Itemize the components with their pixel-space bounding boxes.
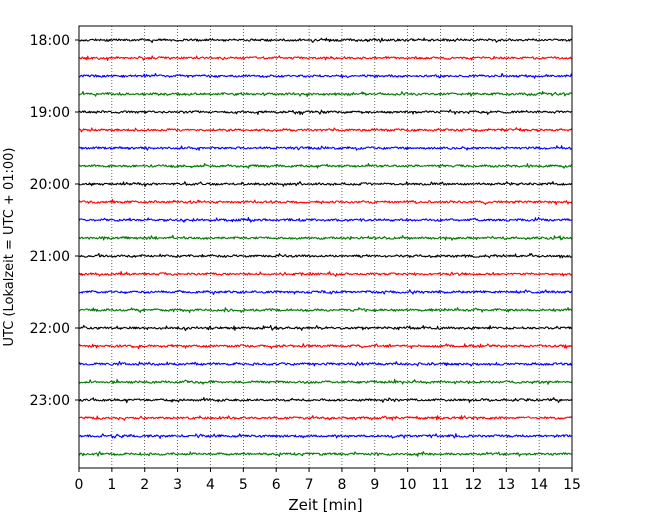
x-tick-label: 7 <box>305 477 314 493</box>
seismogram-trace <box>78 90 573 97</box>
seismogram-trace <box>78 216 573 223</box>
seismogram-trace <box>78 270 573 277</box>
x-tick-label: 13 <box>497 477 515 493</box>
x-tick-label: 10 <box>399 477 417 493</box>
y-tick-label: 18:00 <box>30 33 70 49</box>
seismogram-trace <box>78 289 573 296</box>
seismogram-trace <box>78 451 573 457</box>
seismogram-trace <box>78 109 573 116</box>
x-tick-label: 4 <box>206 477 215 493</box>
x-tick-label: 2 <box>140 477 149 493</box>
seismogram-trace <box>78 37 573 44</box>
x-tick-label: 12 <box>464 477 482 493</box>
y-tick-label: 21:00 <box>30 249 70 265</box>
seismogram-trace <box>78 127 573 133</box>
seismogram-trace <box>78 145 573 151</box>
seismogram-trace <box>78 307 573 314</box>
seismogram-trace <box>78 360 573 367</box>
trace-group <box>78 37 573 457</box>
y-tick-label: 19:00 <box>30 105 70 121</box>
x-tick-label: 1 <box>107 477 116 493</box>
plot-frame <box>78 25 573 469</box>
seismogram-trace <box>78 55 573 61</box>
x-tick-label: 3 <box>173 477 182 493</box>
x-tick-label: 0 <box>75 477 84 493</box>
seismogram-trace <box>78 415 573 421</box>
x-axis-label: Zeit [min] <box>288 496 362 514</box>
y-tick-label: 22:00 <box>30 321 70 337</box>
y-tick-label: 23:00 <box>30 393 70 409</box>
seismogram-trace <box>78 198 573 206</box>
seismogram-trace <box>78 252 573 259</box>
seismogram-trace <box>78 324 573 332</box>
y-axis: 18:00 19:00 20:00 21:00 22:00 23:00 <box>30 33 79 409</box>
seismogram-trace <box>78 234 573 241</box>
y-tick-label: 20:00 <box>30 177 70 193</box>
seismogram-trace <box>78 162 573 169</box>
seismogram-trace <box>78 378 573 385</box>
seismogram-trace <box>78 72 573 79</box>
x-tick-label: 9 <box>370 477 379 493</box>
x-tick-label: 15 <box>563 477 581 493</box>
seismogram-trace <box>78 343 573 350</box>
seismogram-trace <box>78 433 573 439</box>
y-axis-label: UTC (Lokalzeit = UTC + 01:00) <box>2 148 17 347</box>
x-tick-label: 5 <box>239 477 248 493</box>
x-axis: 0 1 2 3 4 5 6 7 8 9 10 11 12 13 14 15 <box>75 468 581 493</box>
seismogram-trace <box>78 181 573 188</box>
x-tick-label: 6 <box>272 477 281 493</box>
seismogram-trace <box>78 396 573 404</box>
x-tick-label: 14 <box>530 477 548 493</box>
x-tick-label: 11 <box>432 477 450 493</box>
x-tick-label: 8 <box>337 477 346 493</box>
